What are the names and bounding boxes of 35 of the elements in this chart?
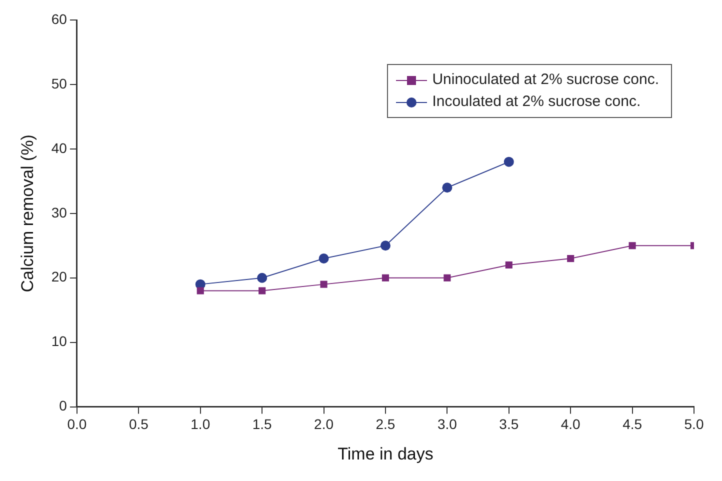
point bbox=[567, 254, 574, 262]
x-tick-label: 4.0 bbox=[560, 416, 581, 432]
y-tick-label: 10 bbox=[51, 333, 68, 350]
legend-label: Incoulated at 2% sucrose conc. bbox=[432, 92, 641, 112]
point bbox=[380, 240, 390, 251]
x-axis-title: Time in days bbox=[338, 444, 434, 464]
y-tick-label: 50 bbox=[51, 75, 68, 92]
x-tick-label: 2.5 bbox=[376, 416, 396, 432]
x-tick-label: 3.5 bbox=[499, 416, 519, 432]
legend-label: Uninoculated at 2% sucrose conc. bbox=[432, 70, 659, 90]
point bbox=[258, 287, 266, 294]
x-tick-label: 0.5 bbox=[128, 416, 149, 432]
point bbox=[504, 156, 514, 167]
y-tick-label: 30 bbox=[51, 204, 68, 220]
x-tick-label: 1.0 bbox=[190, 416, 210, 432]
y-tick-label: 60 bbox=[51, 10, 68, 27]
x-tick-label: 0.0 bbox=[67, 416, 87, 432]
y-tick-label: 0 bbox=[59, 398, 68, 414]
x-tick-label: 4.5 bbox=[622, 416, 642, 432]
point bbox=[442, 182, 452, 193]
point bbox=[196, 287, 204, 294]
x-tick-label: 5.0 bbox=[684, 416, 704, 432]
point bbox=[318, 254, 329, 264]
point bbox=[257, 272, 268, 283]
point bbox=[320, 280, 328, 288]
y-axis-title: Calcium removal (%) bbox=[18, 134, 37, 292]
point bbox=[382, 274, 390, 282]
point bbox=[628, 242, 636, 250]
x-tick-label: 3.0 bbox=[437, 416, 458, 432]
y-tick-label: 40 bbox=[51, 140, 68, 156]
y-tick-label: 20 bbox=[51, 268, 68, 285]
x-tick-label: 2.0 bbox=[314, 416, 334, 432]
point bbox=[505, 261, 512, 269]
x-tick-label: 1.5 bbox=[252, 416, 272, 432]
point bbox=[444, 274, 451, 282]
